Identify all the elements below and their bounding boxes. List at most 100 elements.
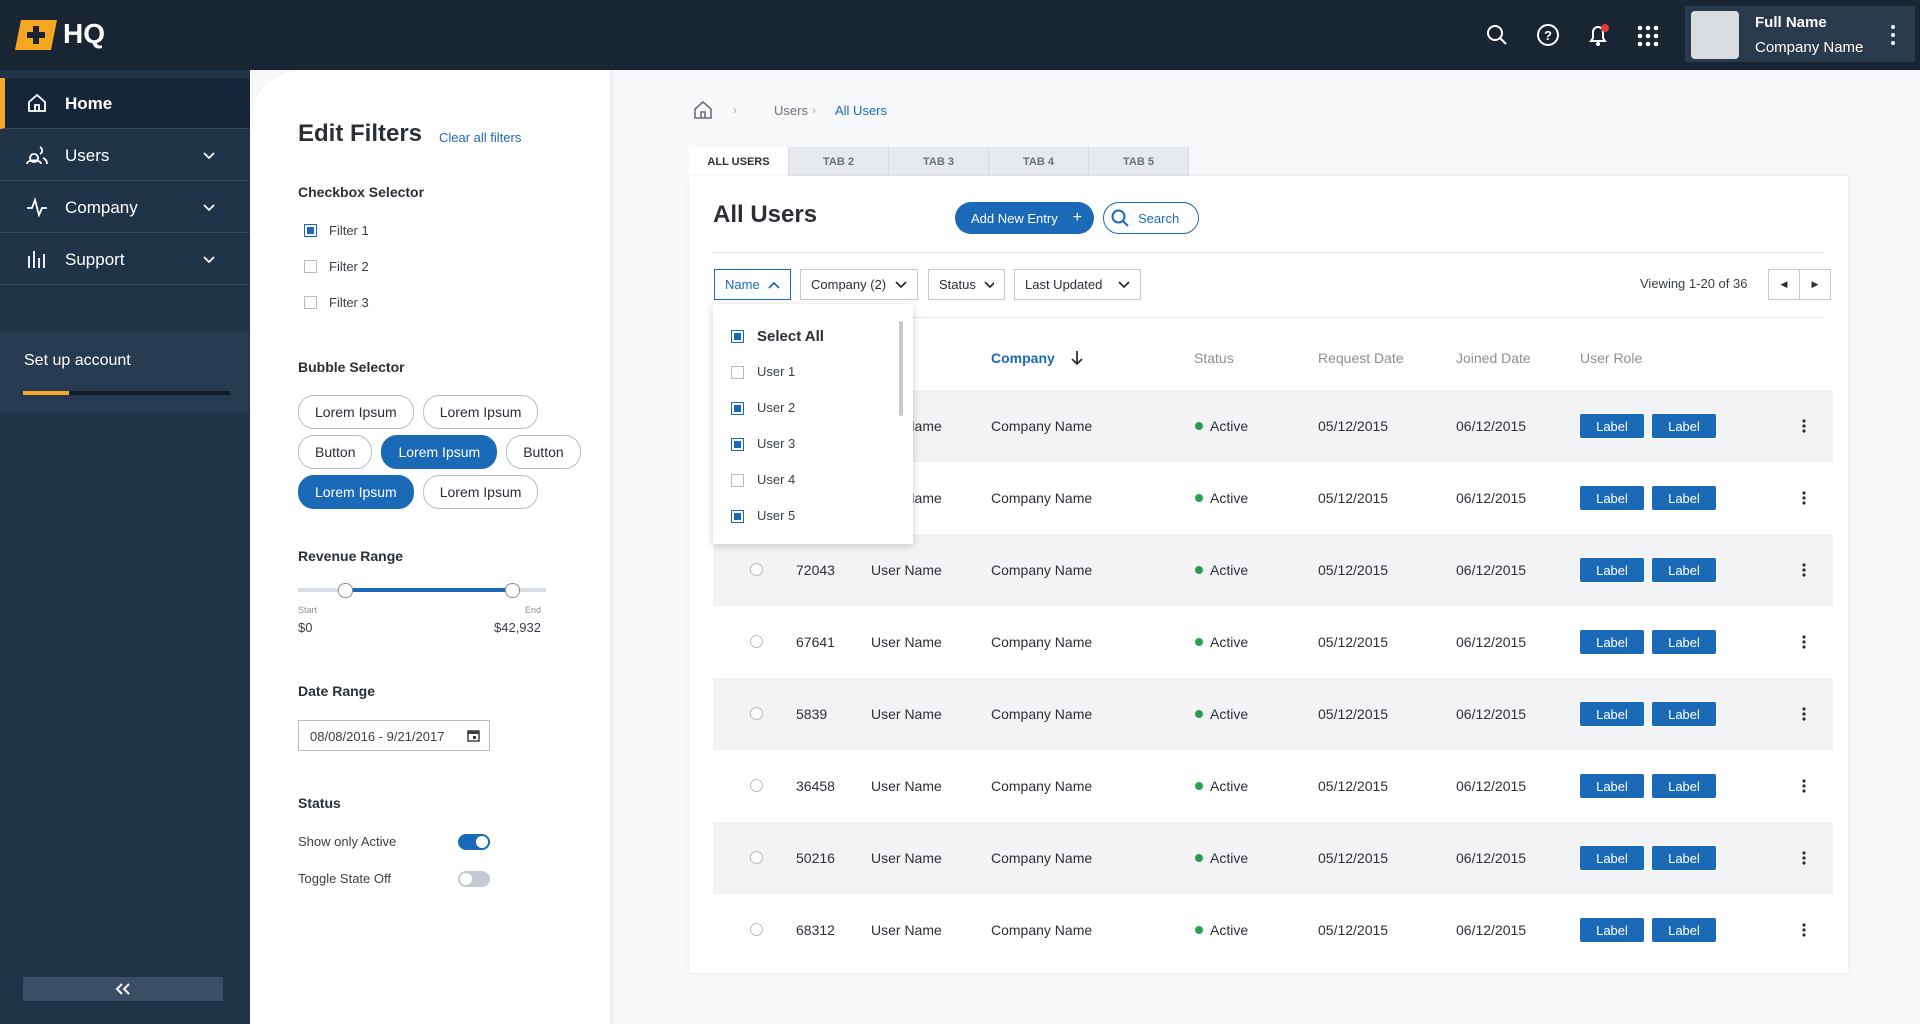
role-label: Label: [1580, 414, 1644, 438]
add-entry-button[interactable]: Add New Entry +: [955, 202, 1094, 234]
kebab-icon[interactable]: [1889, 24, 1897, 46]
tab[interactable]: TAB 5: [1089, 147, 1189, 176]
bubble[interactable]: Button: [506, 435, 581, 469]
checkbox[interactable]: [731, 438, 744, 451]
tab[interactable]: TAB 4: [989, 147, 1089, 176]
clear-filters-link[interactable]: Clear all filters: [439, 130, 522, 145]
bubble[interactable]: Lorem Ipsum: [381, 435, 498, 469]
nav-icon: [28, 251, 45, 268]
row-radio[interactable]: [750, 707, 763, 720]
row-radio[interactable]: [750, 563, 763, 576]
role-label: Label: [1580, 702, 1644, 726]
sort-icon: [1071, 351, 1083, 366]
dropdown-option[interactable]: User 3: [757, 436, 796, 451]
toggle-knob: [460, 873, 472, 885]
notification-icon[interactable]: [1585, 22, 1611, 48]
checkbox[interactable]: [304, 296, 317, 309]
bubble[interactable]: Lorem Ipsum: [422, 395, 539, 429]
row-menu[interactable]: [1801, 707, 1807, 721]
role-label: Label: [1580, 558, 1644, 582]
nav-item[interactable]: Home: [0, 78, 250, 129]
dropdown-option[interactable]: Select All: [757, 328, 824, 345]
column-header[interactable]: Joined Date: [1456, 350, 1531, 366]
toggle-label: Toggle State Off: [298, 871, 391, 886]
tab[interactable]: ALL USERS: [689, 147, 789, 176]
breadcrumb[interactable]: Users: [774, 103, 808, 118]
filter-dropdown[interactable]: Company (2): [800, 269, 918, 300]
row-menu[interactable]: [1801, 563, 1807, 577]
tab[interactable]: TAB 2: [789, 147, 889, 176]
column-header[interactable]: Status: [1194, 350, 1234, 366]
row-menu[interactable]: [1801, 419, 1807, 433]
bubble[interactable]: Lorem Ipsum: [298, 395, 414, 429]
search-icon[interactable]: [1485, 23, 1509, 47]
user-company: Company Name: [1755, 39, 1864, 56]
bubble[interactable]: Button: [298, 435, 373, 469]
row-menu[interactable]: [1801, 851, 1807, 865]
nav-item[interactable]: Users: [0, 130, 250, 181]
column-header[interactable]: User Role: [1580, 350, 1643, 366]
nav-item[interactable]: Company: [0, 182, 250, 233]
bubble[interactable]: Lorem Ipsum: [298, 475, 414, 509]
row-radio[interactable]: [750, 635, 763, 648]
prev-page[interactable]: ◀: [1768, 269, 1800, 300]
user-menu[interactable]: Full Name Company Name: [1685, 6, 1915, 62]
tab[interactable]: TAB 3: [889, 147, 989, 176]
filter-dropdown[interactable]: Last Updated: [1014, 269, 1141, 300]
toggle[interactable]: [458, 871, 490, 887]
row-radio[interactable]: [750, 779, 763, 792]
nav-item[interactable]: Support: [0, 234, 250, 285]
status-dot: [1195, 422, 1203, 430]
checkbox[interactable]: [304, 260, 317, 273]
cell-user: User Name: [871, 634, 942, 650]
next-page[interactable]: ▶: [1799, 269, 1831, 300]
checkbox[interactable]: [731, 366, 744, 379]
slider-caption: Start: [298, 605, 318, 615]
checkbox[interactable]: [731, 474, 744, 487]
row-menu[interactable]: [1801, 779, 1807, 793]
cell-user: User Name: [871, 850, 942, 866]
checkbox[interactable]: [304, 224, 317, 237]
apps-icon[interactable]: [1637, 25, 1659, 47]
cell-company: Company Name: [991, 634, 1093, 650]
chevron-icon: [203, 152, 215, 160]
checkbox-label: Filter 2: [329, 259, 369, 274]
logo-mark: [15, 20, 57, 50]
calendar-icon: [467, 730, 480, 742]
dropdown-option[interactable]: User 1: [757, 364, 796, 379]
row-radio[interactable]: [750, 851, 763, 864]
filter-dropdown[interactable]: Status: [928, 269, 1005, 300]
checkbox[interactable]: [731, 402, 744, 415]
slider-handle[interactable]: [338, 583, 353, 598]
bubble[interactable]: Lorem Ipsum: [422, 475, 539, 509]
checkbox[interactable]: [731, 510, 744, 523]
filter-dropdown[interactable]: Name: [714, 269, 791, 300]
toggle[interactable]: [458, 834, 490, 850]
row-menu[interactable]: [1801, 491, 1807, 505]
search-button[interactable]: Search: [1103, 202, 1199, 234]
checkbox[interactable]: [731, 330, 744, 343]
setup-card[interactable]: Set up account: [0, 332, 250, 412]
dropdown-option[interactable]: User 4: [757, 472, 796, 487]
logo-text: HQ: [63, 18, 105, 49]
row-menu[interactable]: [1801, 635, 1807, 649]
bubble-row: Button Lorem Ipsum Button: [298, 435, 581, 469]
kebab-icon: [1802, 707, 1806, 721]
help-icon[interactable]: ?: [1536, 23, 1560, 47]
slider-handle[interactable]: [505, 583, 520, 598]
divider: [713, 252, 1824, 253]
date-input[interactable]: 08/08/2016 - 9/21/2017: [298, 720, 490, 751]
row-background: [713, 534, 1833, 606]
avatar: [1691, 11, 1739, 59]
home-breadcrumb[interactable]: [693, 100, 713, 125]
chevron-icon: [984, 280, 994, 288]
column-header[interactable]: Request Date: [1318, 350, 1404, 366]
dropdown-option[interactable]: User 5: [757, 508, 796, 523]
dropdown-option[interactable]: User 2: [757, 400, 796, 415]
row-radio[interactable]: [750, 923, 763, 936]
collapse-button[interactable]: [23, 977, 223, 1001]
breadcrumb[interactable]: All Users: [835, 103, 888, 118]
role-label: Label: [1652, 414, 1716, 438]
row-menu[interactable]: [1801, 923, 1807, 937]
column-header[interactable]: Company: [991, 350, 1083, 366]
